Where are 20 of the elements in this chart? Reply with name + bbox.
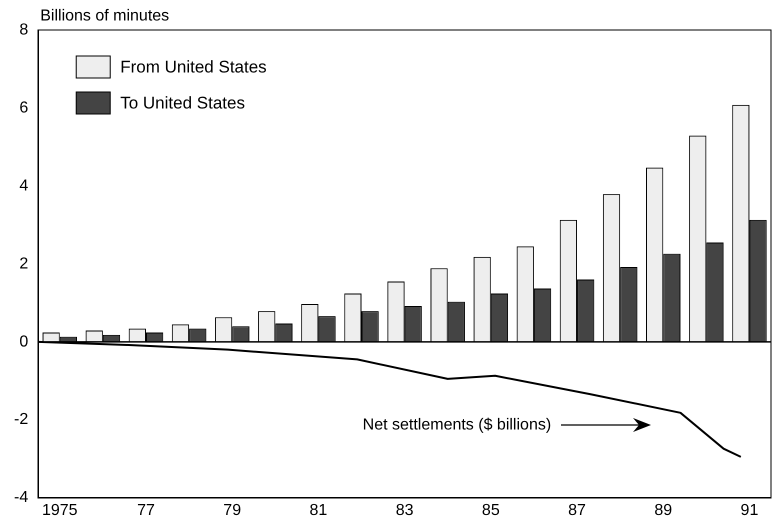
x-tick-label: 91	[740, 502, 758, 519]
x-tick-label: 83	[396, 502, 414, 519]
x-tick-label: 79	[223, 502, 242, 519]
legend-label: To United States	[120, 94, 245, 113]
x-tick-label: 85	[482, 502, 500, 519]
y-tick-label: -4	[14, 489, 28, 506]
y-tick-label: 8	[19, 21, 28, 38]
x-tick-label: 87	[568, 502, 586, 519]
y-tick-label: 4	[19, 177, 28, 194]
y-tick-label: -2	[14, 411, 28, 428]
y-tick-label: 0	[19, 333, 28, 350]
annotation: Net settlements ($ billions)	[362, 416, 552, 434]
y-tick-label: 2	[19, 255, 28, 272]
x-tick-label: 1975	[42, 502, 78, 519]
y-tick-label: 6	[19, 99, 28, 116]
x-tick-label: 77	[137, 502, 155, 519]
x-tick-label: 81	[310, 502, 328, 519]
legend-label: From United States	[120, 58, 267, 77]
x-tick-label: 89	[654, 502, 672, 519]
y-axis-title: Billions of minutes	[40, 7, 170, 24]
